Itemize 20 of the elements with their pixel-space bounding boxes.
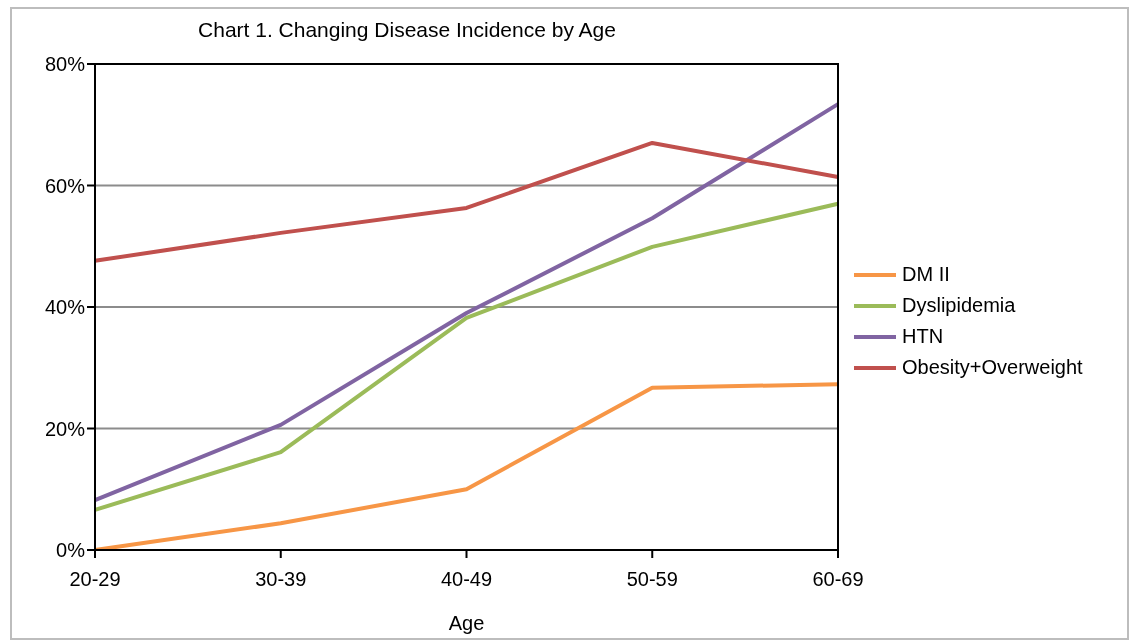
- line-series: [93, 201, 840, 512]
- x-tick-label: 50-59: [626, 568, 678, 591]
- chart-title: Chart 1. Changing Disease Incidence by Age: [197, 18, 617, 42]
- y-tick-label: 60%: [44, 174, 86, 197]
- line-series: [93, 102, 840, 503]
- x-tick-label: 60-69: [812, 568, 864, 591]
- legend-label: Dyslipidemia: [902, 294, 1016, 317]
- y-tick-label: 80%: [44, 53, 86, 76]
- line-series: [93, 140, 840, 263]
- y-tick-label: 0%: [56, 539, 86, 562]
- y-tick-label: 40%: [44, 296, 86, 319]
- line-series: [93, 382, 840, 550]
- x-tick-label: 40-49: [440, 568, 493, 591]
- x-tick-label: 30-39: [255, 568, 307, 591]
- y-tick-label: 20%: [44, 417, 86, 440]
- legend-label: DM II: [902, 263, 950, 286]
- legend-label: Obesity+Overweight: [902, 356, 1083, 379]
- x-axis-title: Age: [448, 612, 485, 634]
- legend-label: HTN: [902, 325, 944, 348]
- x-tick-label: 20-29: [69, 568, 121, 591]
